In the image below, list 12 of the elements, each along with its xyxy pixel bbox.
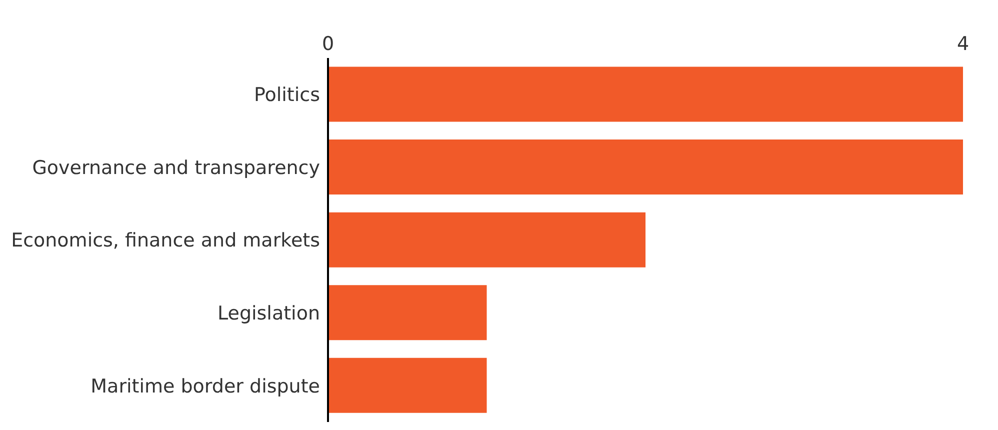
bar — [328, 285, 487, 340]
x-tick-label: 0 — [322, 33, 334, 55]
y-tick-label: Maritime border dispute — [90, 375, 320, 398]
y-tick-label: Legislation — [218, 302, 320, 325]
y-tick-label: Economics, finance and markets — [11, 230, 320, 252]
bar — [328, 212, 646, 268]
bar — [328, 66, 963, 122]
x-tick-label: 4 — [956, 33, 970, 55]
y-tick-label: Politics — [254, 84, 320, 106]
bar — [328, 358, 487, 413]
y-tick-label: Governance and transparency — [32, 156, 320, 179]
bar — [328, 140, 963, 195]
